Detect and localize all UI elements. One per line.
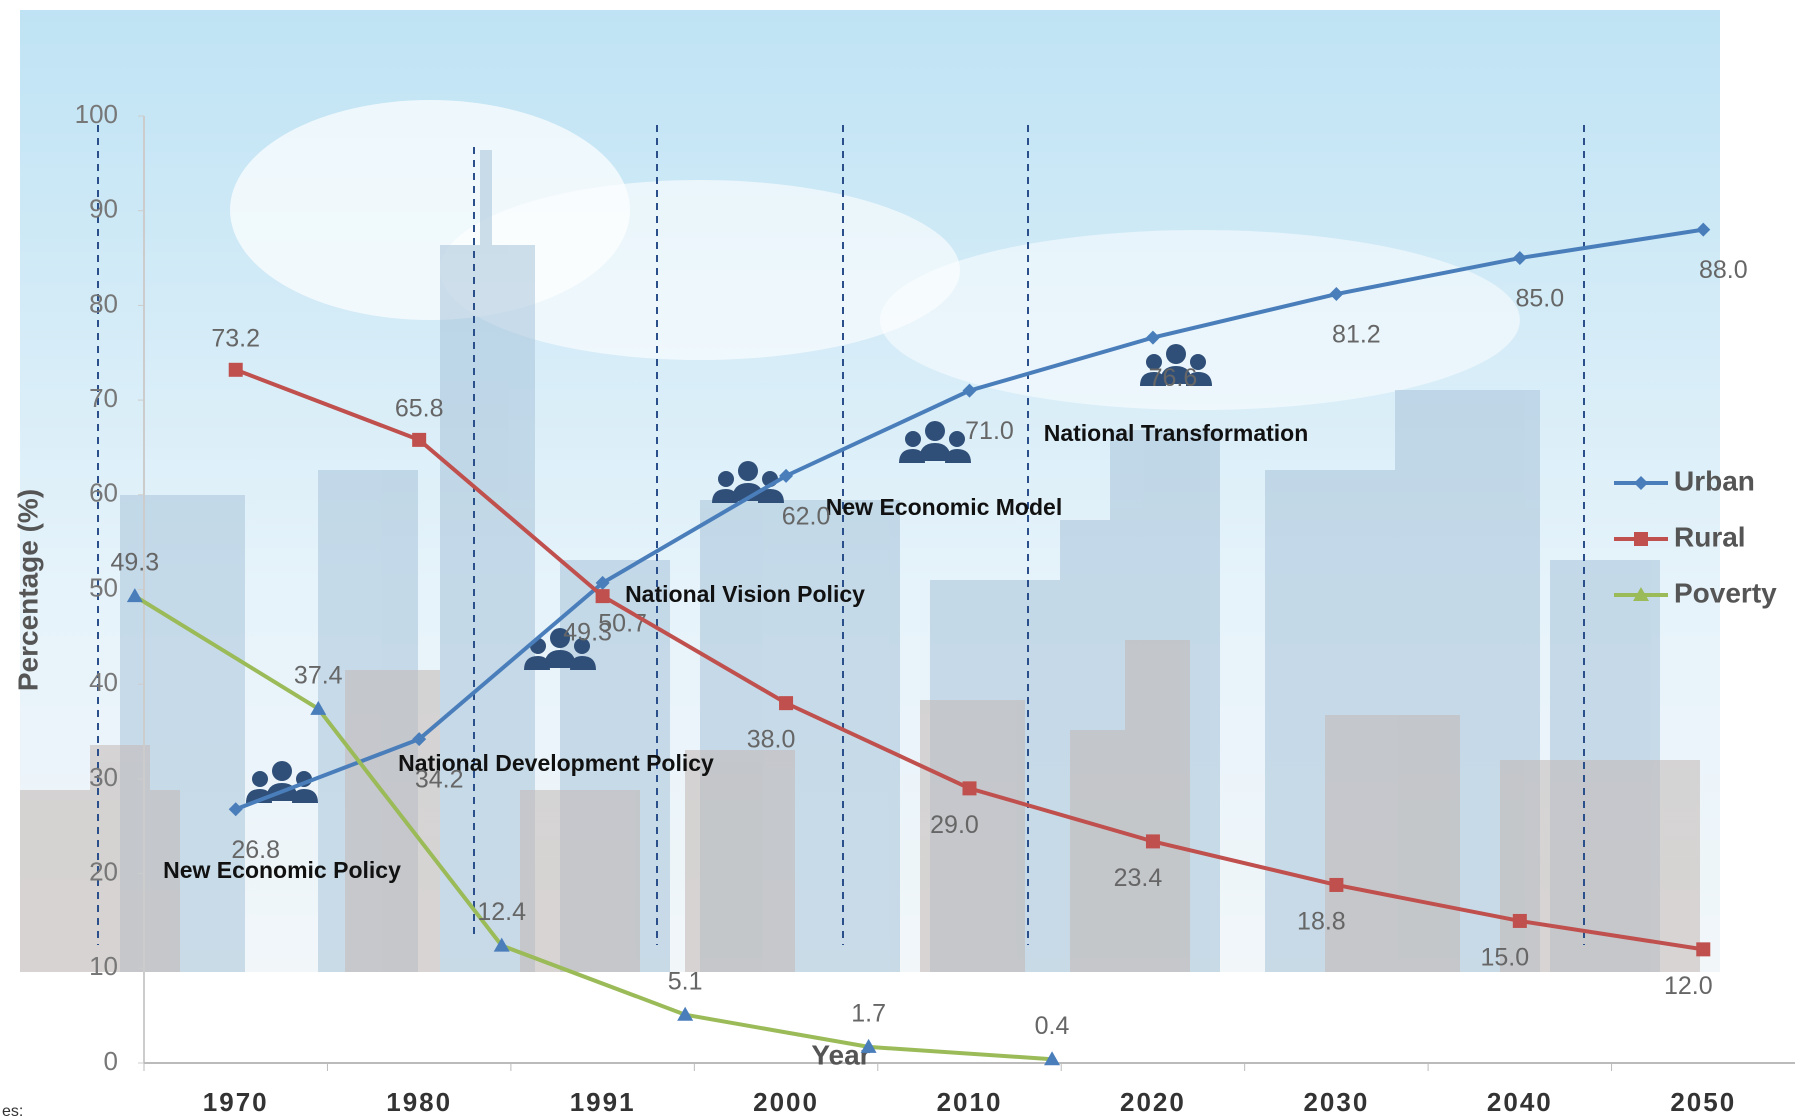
data-label: 29.0: [930, 811, 979, 839]
y-tick-label: 30: [89, 762, 118, 792]
marker: [1329, 877, 1344, 892]
marker: [126, 588, 143, 603]
marker: [595, 575, 610, 590]
annotation: National Transformation: [1044, 420, 1309, 446]
policy-lines: [97, 125, 1585, 945]
data-label: 37.4: [294, 661, 343, 689]
y-tick-label: 40: [89, 667, 118, 697]
y-tick-label: 60: [89, 478, 118, 508]
x-tick-label: 2000: [753, 1087, 819, 1117]
data-label: 0.4: [1035, 1012, 1070, 1040]
footnote: es:: [2, 1103, 23, 1120]
marker: [1329, 287, 1344, 302]
data-label: 26.8: [231, 836, 280, 864]
marker: [1145, 330, 1160, 345]
data-label: 18.8: [1297, 908, 1346, 936]
annotation: National Development Policy: [398, 750, 714, 776]
annotation: New Economic Policy: [163, 857, 401, 883]
data-label: 62.0: [782, 502, 831, 530]
data-label: 12.0: [1664, 972, 1713, 1000]
x-tick-label: 1980: [386, 1087, 452, 1117]
data-label: 73.2: [211, 324, 260, 352]
data-label: 15.0: [1480, 944, 1529, 972]
annotation: New Economic Model: [826, 494, 1062, 520]
annotation: National Vision Policy: [625, 581, 865, 607]
x-tick-label: 2010: [937, 1087, 1003, 1117]
legend-label: Rural: [1674, 521, 1746, 552]
y-tick-label: 20: [89, 856, 118, 886]
x-tick-label: 2030: [1303, 1087, 1369, 1117]
y-tick-label: 0: [104, 1046, 118, 1076]
x-tick-label: 2050: [1670, 1087, 1736, 1117]
data-label: 12.4: [477, 898, 526, 926]
marker: [595, 589, 610, 604]
marker: [779, 468, 794, 483]
data-label: 76.6: [1149, 364, 1198, 392]
data-label: 65.8: [395, 394, 444, 422]
y-tick-label: 80: [89, 288, 118, 318]
marker: [1634, 476, 1648, 490]
marker: [412, 432, 427, 447]
marker: [228, 362, 243, 377]
data-label: 50.7: [598, 609, 647, 637]
x-tick-label: 2020: [1120, 1087, 1186, 1117]
y-tick-label: 50: [89, 572, 118, 602]
marker: [493, 937, 510, 952]
marker: [1145, 834, 1160, 849]
data-label: 5.1: [668, 967, 703, 995]
marker: [677, 1006, 694, 1021]
marker: [962, 383, 977, 398]
y-axis-label: Percentage (%): [12, 489, 43, 691]
y-tick-label: 10: [89, 951, 118, 981]
marker: [779, 696, 794, 711]
data-label: 49.3: [563, 619, 612, 647]
marker: [1633, 587, 1649, 601]
marker: [1044, 1051, 1061, 1066]
marker: [962, 781, 977, 796]
marker: [1512, 251, 1527, 266]
series-line: [133, 594, 1053, 1062]
x-tick-label: 1970: [203, 1087, 269, 1117]
x-tick-label: 2040: [1487, 1087, 1553, 1117]
data-label: 88.0: [1699, 256, 1748, 284]
marker: [1512, 913, 1527, 928]
background: [20, 10, 1804, 1120]
marker: [1696, 942, 1711, 957]
marker: [860, 1038, 877, 1053]
y-tick-label: 70: [89, 383, 118, 413]
marker: [412, 732, 427, 747]
data-label: 85.0: [1515, 285, 1564, 313]
x-tick-label: 1991: [570, 1087, 636, 1117]
y-tick-label: 100: [75, 99, 118, 129]
data-label: 34.2: [415, 766, 464, 794]
data-label: 23.4: [1114, 864, 1163, 892]
data-label: 38.0: [747, 726, 796, 754]
marker: [1696, 222, 1711, 237]
y-tick-label: 90: [89, 194, 118, 224]
data-label: 49.3: [110, 549, 159, 577]
data-label: 81.2: [1332, 321, 1381, 349]
marker: [1634, 532, 1648, 546]
legend-label: Urban: [1674, 465, 1755, 496]
marker: [310, 700, 327, 715]
marker: [228, 802, 243, 817]
legend-label: Poverty: [1674, 577, 1777, 608]
data-label: 71.0: [965, 417, 1014, 445]
data-label: 1.7: [851, 1000, 886, 1028]
